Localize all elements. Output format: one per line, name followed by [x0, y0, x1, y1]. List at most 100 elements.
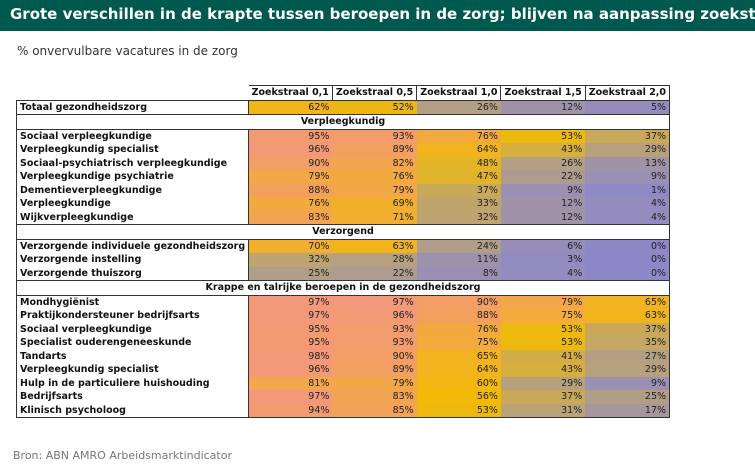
heatmap-cell: 48%	[416, 156, 501, 170]
heatmap-cell: 6%	[500, 238, 586, 253]
table-row: Bedrijfsarts 97% 83% 56% 37% 25%	[15, 390, 671, 404]
heatmap-cell: 53%	[416, 403, 501, 418]
table-row: Tandarts 98% 90% 65% 41% 27%	[15, 349, 671, 363]
heatmap-cell: 75%	[500, 309, 586, 323]
column-header: Zoekstraal 1,5	[500, 85, 586, 101]
heatmap-cell: 79%	[500, 294, 586, 309]
row-label: Praktijkondersteuner bedrijfsarts	[15, 309, 250, 323]
table-row: Dementieverpleegkundige 88% 79% 37% 9% 1%	[15, 183, 671, 197]
heatmap-cell: 25%	[585, 390, 671, 404]
heatmap-cell: 88%	[416, 309, 501, 323]
heatmap-cell: 26%	[500, 156, 586, 170]
heatmap-cell: 97%	[248, 390, 333, 404]
heatmap-cell: 5%	[585, 99, 671, 115]
heatmap-cell: 9%	[585, 376, 671, 390]
heatmap-cell: 64%	[416, 363, 501, 377]
row-label: Specialist ouderengeneeskunde	[15, 336, 250, 350]
table-row: Klinisch psycholoog 94% 85% 53% 31% 17%	[15, 403, 671, 418]
heatmap-cell: 63%	[332, 238, 417, 253]
row-label: Wijkverpleegkundige	[15, 210, 250, 225]
source-note: Bron: ABN AMRO Arbeidsmarktindicator	[13, 449, 232, 462]
table-row: Verpleegkundig specialist 96% 89% 64% 43% 29%	[15, 143, 671, 157]
heatmap-cell: 29%	[500, 376, 586, 390]
heatmap-cell: 96%	[248, 363, 333, 377]
row-label: Tandarts	[15, 349, 250, 363]
column-header: Zoekstraal 1,0	[416, 85, 502, 101]
heatmap-cell: 24%	[416, 238, 501, 253]
table-row: Sociaal verpleegkundige 95% 93% 76% 53% 37%	[15, 322, 671, 336]
heatmap-cell: 94%	[248, 403, 333, 418]
heatmap-cell: 81%	[248, 376, 333, 390]
heatmap-cell: 65%	[585, 294, 671, 309]
heatmap-cell: 83%	[332, 390, 417, 404]
heatmap-cell: 29%	[585, 143, 671, 157]
heatmap-cell: 37%	[585, 322, 671, 336]
row-label: Klinisch psycholoog	[15, 403, 250, 418]
section-header-row: Krappe en talrijke beroepen in de gezond…	[15, 280, 671, 296]
table-row: Mondhygiënist 97% 97% 90% 79% 65%	[15, 294, 671, 309]
heatmap-cell: 26%	[416, 99, 501, 115]
row-label: Verpleegkundige psychiatrie	[15, 170, 250, 184]
heatmap-cell: 53%	[500, 336, 586, 350]
heatmap-cell: 95%	[248, 322, 333, 336]
heatmap-cell: 75%	[416, 336, 501, 350]
heatmap-cell: 32%	[248, 253, 333, 267]
heatmap-cell: 52%	[332, 99, 417, 115]
heatmap-cell: 37%	[416, 183, 501, 197]
heatmap-cell: 13%	[585, 156, 671, 170]
heatmap-cell: 97%	[332, 294, 417, 309]
table-row: Verzorgende instelling 32% 28% 11% 3% 0%	[15, 253, 671, 267]
heatmap-cell: 43%	[500, 143, 586, 157]
row-label: Verzorgende individuele gezondheidszorg	[15, 238, 250, 253]
heatmap-cell: 70%	[248, 238, 333, 253]
heatmap-cell: 79%	[332, 183, 417, 197]
row-label: Verpleegkundige	[15, 197, 250, 211]
heatmap-cell: 12%	[500, 210, 586, 225]
heatmap-table: Zoekstraal 0,1 Zoekstraal 0,5 Zoekstraal…	[15, 85, 671, 418]
heatmap-cell: 32%	[416, 210, 501, 225]
heatmap-cell: 3%	[500, 253, 586, 267]
section-header: Verzorgend	[15, 224, 671, 240]
heatmap-cell: 11%	[416, 253, 501, 267]
heatmap-cell: 90%	[416, 294, 501, 309]
header-row: Zoekstraal 0,1 Zoekstraal 0,5 Zoekstraal…	[17, 85, 671, 101]
heatmap-cell: 8%	[416, 266, 501, 281]
heatmap-cell: 4%	[585, 197, 671, 211]
column-header: Zoekstraal 2,0	[585, 85, 671, 101]
heatmap-cell: 29%	[585, 363, 671, 377]
heatmap-cell: 95%	[248, 336, 333, 350]
row-label: Sociaal-psychiatrisch verpleegkundige	[15, 156, 250, 170]
header-corner	[17, 86, 249, 101]
heatmap-cell: 22%	[332, 266, 417, 281]
table-row: Verzorgende thuiszorg 25% 22% 8% 4% 0%	[15, 266, 671, 281]
table-row: Hulp in de particuliere huishouding 81% 79…	[15, 376, 671, 390]
heatmap-cell: 65%	[416, 349, 501, 363]
heatmap-body: Totaal gezondheidszorg 62% 52% 26% 12% 5% Verp…	[15, 99, 671, 418]
heatmap-cell: 76%	[416, 128, 501, 143]
heatmap-cell: 76%	[332, 170, 417, 184]
heatmap-cell: 43%	[500, 363, 586, 377]
heatmap-cell: 62%	[248, 99, 333, 115]
row-label: Verpleegkundig specialist	[15, 143, 250, 157]
heatmap-cell: 71%	[332, 210, 417, 225]
heatmap-cell: 89%	[332, 143, 417, 157]
column-header: Zoekstraal 0,5	[332, 85, 418, 101]
heatmap-cell: 98%	[248, 349, 333, 363]
table-row: Praktijkondersteuner bedrijfsarts 97% 96% 8…	[15, 309, 671, 323]
heatmap-cell: 96%	[248, 143, 333, 157]
heatmap-cell: 37%	[500, 390, 586, 404]
row-label: Sociaal verpleegkundige	[15, 322, 250, 336]
heatmap-cell: 56%	[416, 390, 501, 404]
heatmap-cell: 82%	[332, 156, 417, 170]
table-row: Verpleegkundig specialist 96% 89% 64% 43% 29%	[15, 363, 671, 377]
heatmap-cell: 9%	[585, 170, 671, 184]
heatmap-cell: 28%	[332, 253, 417, 267]
heatmap-cell: 83%	[248, 210, 333, 225]
row-label: Mondhygiënist	[15, 294, 250, 309]
heatmap-cell: 12%	[500, 99, 586, 115]
table-row: Verpleegkundige 76% 69% 33% 12% 4%	[15, 197, 671, 211]
table-row: Sociaal verpleegkundige 95% 93% 76% 53% 37%	[15, 128, 671, 143]
heatmap-cell: 96%	[332, 309, 417, 323]
heatmap-cell: 4%	[500, 266, 586, 281]
table-row: Verpleegkundige psychiatrie 79% 76% 47% 22% 9…	[15, 170, 671, 184]
